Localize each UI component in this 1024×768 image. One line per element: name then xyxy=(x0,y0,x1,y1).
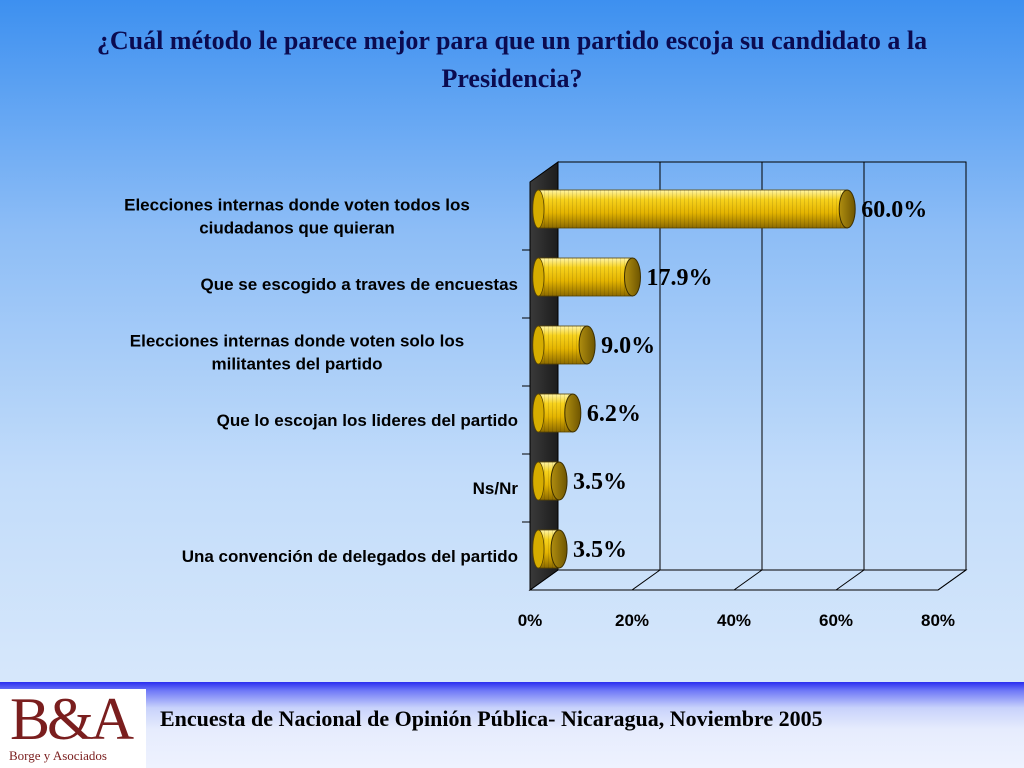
bar-texture xyxy=(538,258,633,296)
x-tick-label: 0% xyxy=(518,611,543,630)
x-tick-label: 20% xyxy=(615,611,649,630)
bar-end-cap xyxy=(838,189,856,229)
company-logo: B&A Borge y Asociados xyxy=(0,686,146,768)
category-label: Que lo escojan los lideres del partido xyxy=(217,411,518,430)
category-label: ciudadanos que quieran xyxy=(199,219,395,238)
data-label: 9.0% xyxy=(601,333,655,359)
category-label: Elecciones internas donde voten todos lo… xyxy=(124,196,470,215)
category-label: Elecciones internas donde voten solo los xyxy=(130,332,464,351)
data-label: 3.5% xyxy=(573,537,627,563)
floor-gridline xyxy=(937,569,967,591)
category-label: Que se escogido a traves de encuestas xyxy=(201,275,518,294)
logo-mark: B&A xyxy=(10,686,134,752)
bar-texture xyxy=(538,190,848,228)
bar-chart: 0% 20% 40% 60% 80% 60.0% Elecciones internas d… xyxy=(124,161,968,630)
x-tick-label: 80% xyxy=(921,611,955,630)
logo-subtitle: Borge y Asociados xyxy=(9,748,107,763)
bar-base-cap xyxy=(532,325,545,365)
category-label: Ns/Nr xyxy=(473,479,519,498)
x-tick-label: 40% xyxy=(717,611,751,630)
floor-gridline xyxy=(733,569,763,591)
footer-bar xyxy=(0,682,1024,768)
data-label: 6.2% xyxy=(587,401,641,427)
category-label: Una convención de delegados del partido xyxy=(182,547,518,566)
bar-base-cap xyxy=(532,257,545,297)
data-label: 3.5% xyxy=(573,469,627,495)
chart-title: ¿Cuál método le parece mejor para que un… xyxy=(96,26,928,93)
floor-gridline xyxy=(631,569,661,591)
bar-base-cap xyxy=(532,393,545,433)
bar-end-cap xyxy=(564,393,582,433)
bar-end-cap xyxy=(550,461,568,501)
bar-base-cap xyxy=(532,461,545,501)
floor-gridline xyxy=(835,569,865,591)
footer-source-text: Encuesta de Nacional de Opinión Pública-… xyxy=(160,706,823,731)
bar-end-cap xyxy=(550,529,568,569)
data-label: 17.9% xyxy=(646,265,712,291)
x-tick-label: 60% xyxy=(819,611,853,630)
bar-end-cap xyxy=(578,325,596,365)
bar-base-cap xyxy=(532,189,545,229)
category-label: militantes del partido xyxy=(212,355,383,374)
bar-end-cap xyxy=(623,257,641,297)
data-label: 60.0% xyxy=(861,197,927,223)
bar-base-cap xyxy=(532,529,545,569)
